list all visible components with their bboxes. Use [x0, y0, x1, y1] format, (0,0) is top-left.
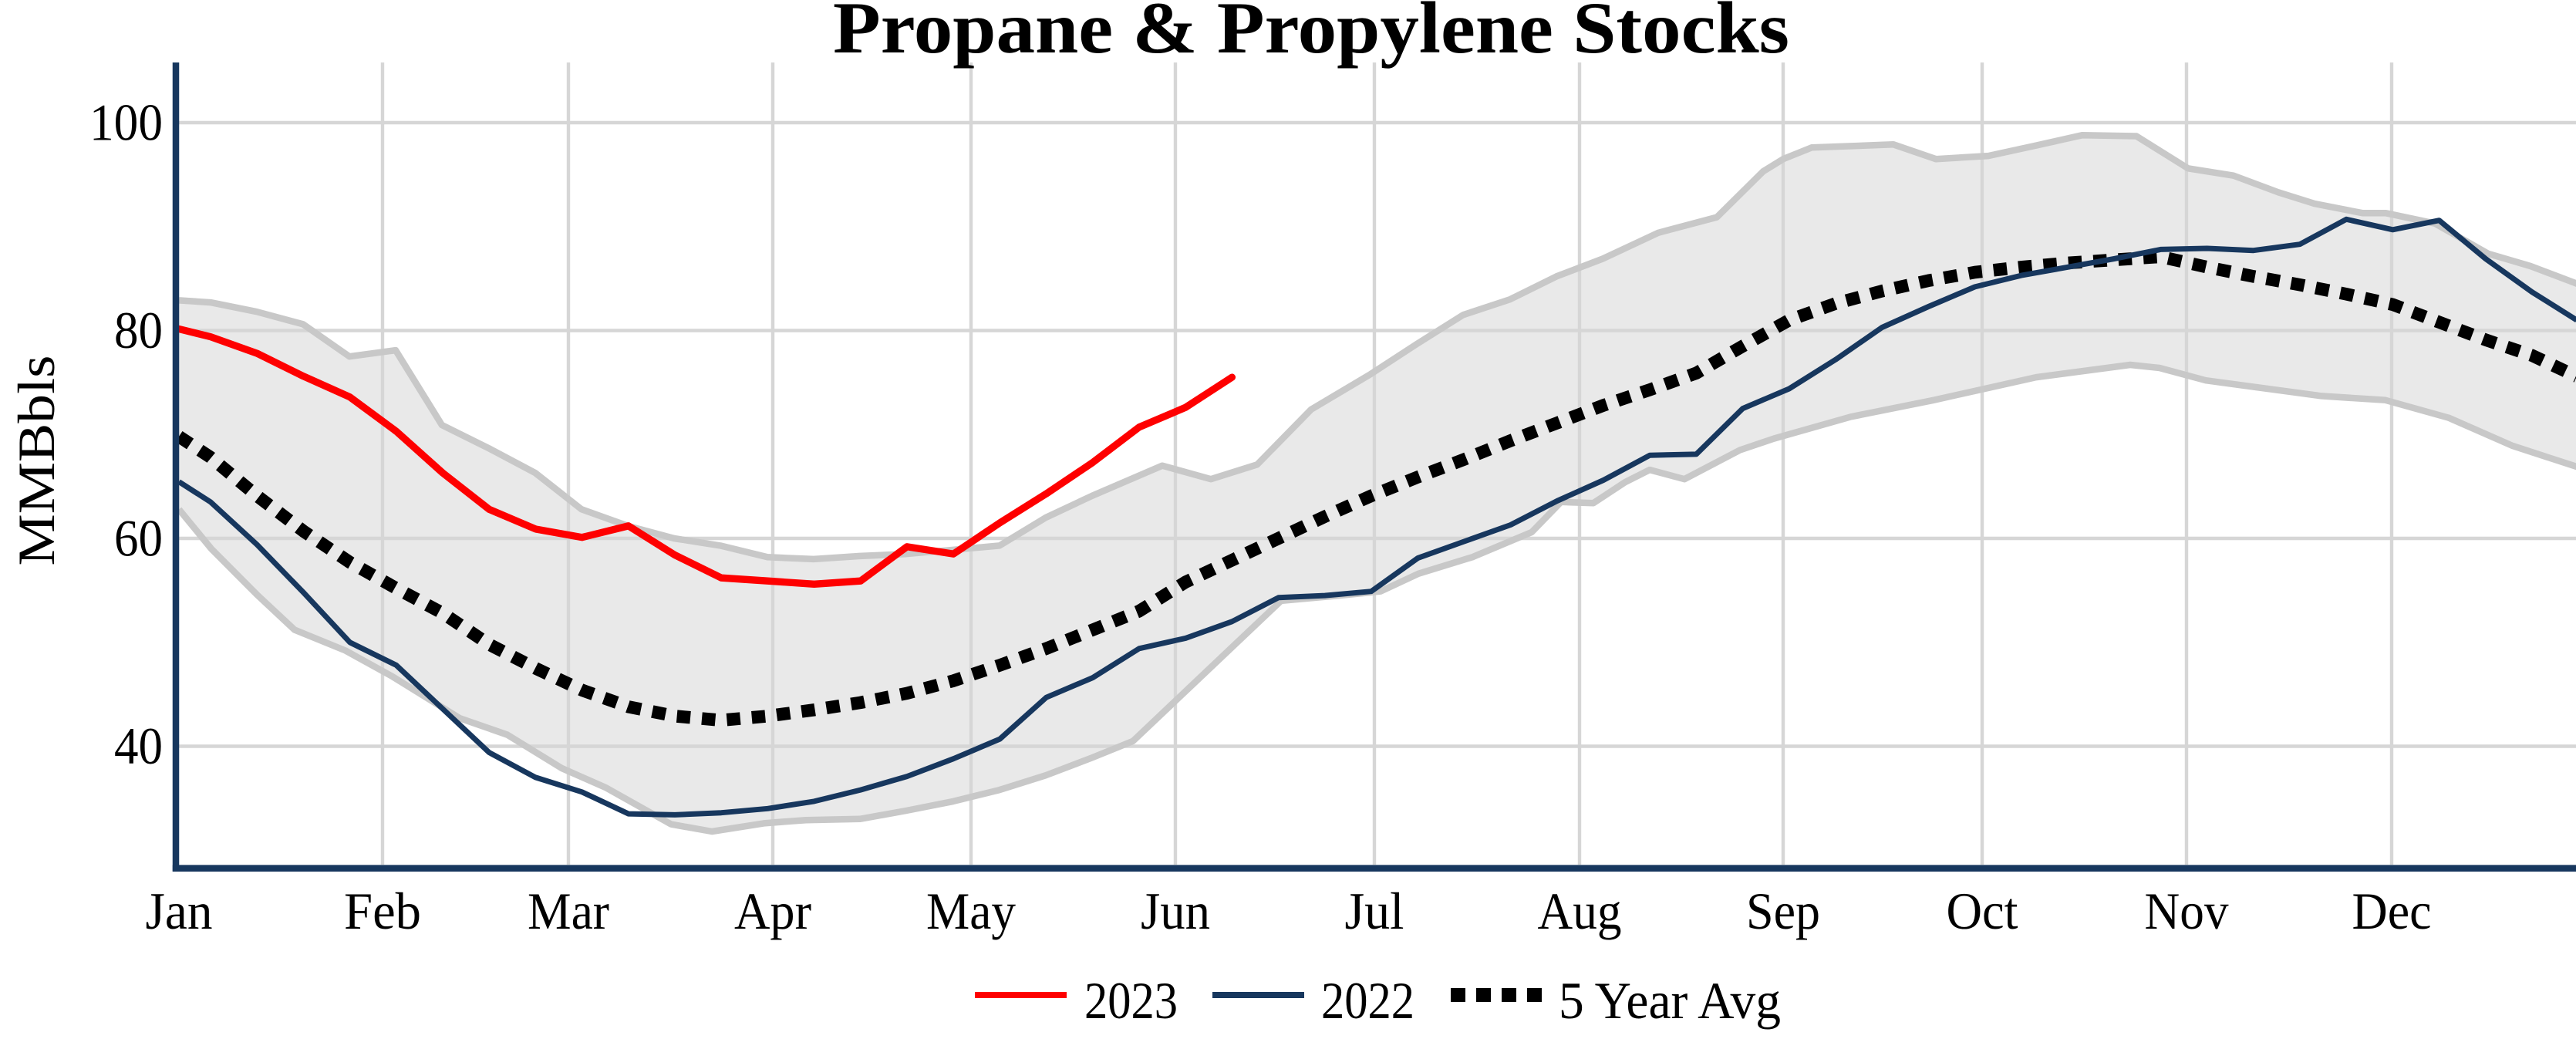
svg-text:Propane & Propylene Stocks: Propane & Propylene Stocks [833, 0, 1789, 69]
svg-text:Dec: Dec [2352, 882, 2432, 940]
svg-text:2022: 2022 [1321, 971, 1414, 1030]
svg-text:Oct: Oct [1947, 882, 2018, 940]
svg-text:Apr: Apr [734, 882, 811, 940]
svg-text:Jul: Jul [1345, 882, 1404, 940]
svg-text:Nov: Nov [2145, 882, 2229, 940]
svg-text:60: 60 [114, 509, 163, 568]
svg-text:100: 100 [89, 93, 163, 152]
svg-text:40: 40 [114, 717, 163, 775]
svg-text:Aug: Aug [1538, 882, 1622, 940]
svg-text:Sep: Sep [1746, 882, 1820, 940]
svg-text:Feb: Feb [344, 882, 421, 940]
svg-text:MMBbls: MMBbls [7, 356, 66, 566]
svg-text:2023: 2023 [1084, 971, 1178, 1030]
svg-text:May: May [926, 882, 1016, 940]
svg-text:Mar: Mar [528, 882, 609, 940]
svg-text:Jun: Jun [1141, 882, 1210, 940]
svg-text:5 Year Avg: 5 Year Avg [1559, 971, 1781, 1030]
svg-text:Jan: Jan [146, 882, 213, 940]
svg-text:80: 80 [114, 301, 163, 359]
